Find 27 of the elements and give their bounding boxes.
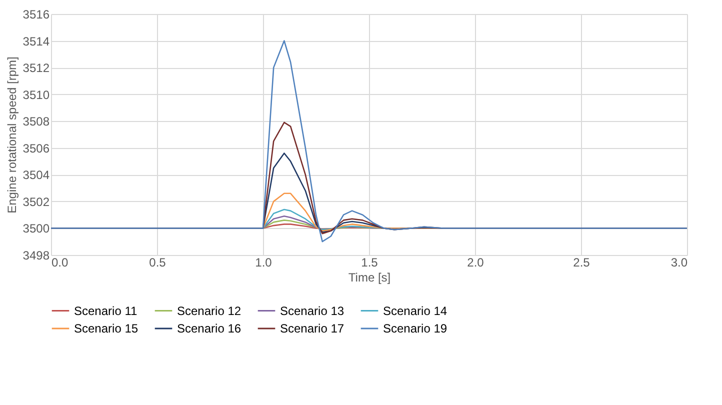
y-axis-title: Engine rotational speed [rpm] — [4, 56, 19, 214]
y-tick-label: 3514 — [22, 34, 50, 48]
legend-label: Scenario 12 — [177, 304, 242, 318]
x-tick-label: 1.5 — [361, 256, 378, 270]
y-tick-label: 3510 — [22, 88, 50, 102]
x-tick-label: 2.0 — [467, 256, 484, 270]
y-tick-label: 3512 — [22, 61, 50, 76]
legend-label: Scenario 13 — [280, 304, 344, 318]
legend-label: Scenario 16 — [177, 322, 242, 336]
legend-label: Scenario 14 — [383, 304, 448, 318]
y-tick-label: 3508 — [22, 114, 50, 129]
x-axis-title: Time [s] — [348, 270, 391, 284]
x-tick-label: 0.0 — [52, 256, 69, 270]
legend-label: Scenario 15 — [74, 322, 138, 336]
y-tick-label: 3498 — [22, 248, 50, 262]
y-tick-label: 3502 — [22, 194, 50, 209]
legend-label: Scenario 11 — [74, 304, 138, 318]
x-tick-label: 3.0 — [670, 256, 688, 270]
y-tick-label: 3516 — [22, 8, 50, 22]
legend-label: Scenario 17 — [280, 322, 344, 336]
legend-label: Scenario 19 — [383, 322, 448, 336]
x-tick-label: 1.0 — [255, 256, 272, 270]
y-tick-label: 3500 — [22, 222, 50, 236]
x-tick-label: 2.5 — [573, 256, 590, 270]
x-tick-label: 0.5 — [149, 256, 166, 270]
y-tick-label: 3506 — [22, 141, 50, 156]
y-tick-label: 3504 — [22, 168, 50, 182]
